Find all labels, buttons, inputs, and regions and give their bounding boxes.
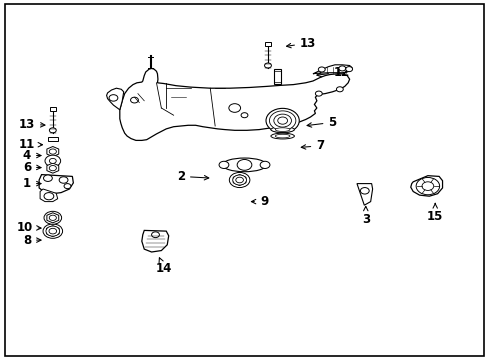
Bar (264, 42, 270, 46)
Circle shape (235, 177, 243, 183)
Circle shape (49, 166, 56, 171)
Ellipse shape (270, 127, 294, 132)
Polygon shape (312, 65, 351, 74)
Circle shape (273, 114, 291, 127)
Circle shape (49, 228, 57, 234)
Circle shape (360, 188, 368, 194)
Circle shape (49, 215, 56, 220)
Text: 14: 14 (155, 258, 172, 275)
Text: 7: 7 (301, 139, 324, 152)
Circle shape (151, 232, 159, 238)
Circle shape (49, 128, 56, 133)
Ellipse shape (222, 158, 266, 172)
Bar (48, 137, 58, 141)
Circle shape (421, 182, 433, 190)
Polygon shape (46, 226, 59, 237)
Bar (274, 69, 281, 84)
Ellipse shape (270, 133, 294, 139)
Circle shape (269, 111, 295, 130)
Circle shape (219, 161, 228, 168)
Text: 15: 15 (426, 203, 443, 222)
Circle shape (49, 149, 56, 154)
Circle shape (59, 177, 68, 183)
Circle shape (264, 63, 271, 68)
Text: 9: 9 (251, 195, 267, 208)
Text: 1: 1 (23, 177, 41, 190)
Circle shape (315, 91, 322, 96)
Circle shape (265, 108, 299, 133)
Ellipse shape (275, 128, 289, 131)
Text: 4: 4 (23, 149, 41, 162)
Circle shape (318, 67, 325, 72)
Circle shape (43, 224, 62, 238)
Text: 13: 13 (19, 118, 45, 131)
Circle shape (48, 215, 57, 221)
Circle shape (43, 175, 52, 181)
Circle shape (336, 87, 343, 92)
Circle shape (109, 95, 118, 101)
Circle shape (241, 113, 247, 118)
Circle shape (64, 184, 71, 189)
Circle shape (260, 161, 269, 168)
Polygon shape (356, 184, 372, 205)
Polygon shape (47, 213, 59, 223)
Polygon shape (120, 68, 349, 140)
Polygon shape (142, 230, 168, 252)
Circle shape (46, 226, 60, 236)
Text: 10: 10 (16, 221, 41, 234)
Polygon shape (47, 163, 59, 173)
Circle shape (237, 159, 251, 170)
Circle shape (44, 211, 61, 224)
Polygon shape (39, 175, 73, 194)
Polygon shape (40, 189, 58, 202)
Circle shape (345, 67, 352, 72)
Circle shape (228, 104, 240, 112)
Circle shape (338, 66, 345, 71)
Circle shape (277, 117, 287, 124)
Circle shape (415, 177, 439, 195)
Ellipse shape (275, 134, 289, 138)
Text: 6: 6 (23, 161, 41, 174)
Polygon shape (47, 147, 59, 157)
Polygon shape (410, 176, 442, 196)
Text: 2: 2 (177, 170, 208, 183)
Circle shape (44, 193, 54, 200)
Text: 12: 12 (316, 66, 350, 78)
Circle shape (49, 158, 56, 163)
Circle shape (232, 175, 246, 185)
Text: 5: 5 (306, 116, 336, 129)
Text: 13: 13 (286, 37, 316, 50)
Circle shape (130, 97, 138, 103)
Text: 3: 3 (361, 206, 369, 226)
Text: 11: 11 (19, 138, 42, 151)
Text: 8: 8 (23, 234, 41, 247)
Circle shape (229, 172, 249, 188)
Polygon shape (106, 88, 123, 110)
Bar (50, 107, 55, 111)
Circle shape (45, 155, 61, 167)
Polygon shape (233, 175, 245, 185)
